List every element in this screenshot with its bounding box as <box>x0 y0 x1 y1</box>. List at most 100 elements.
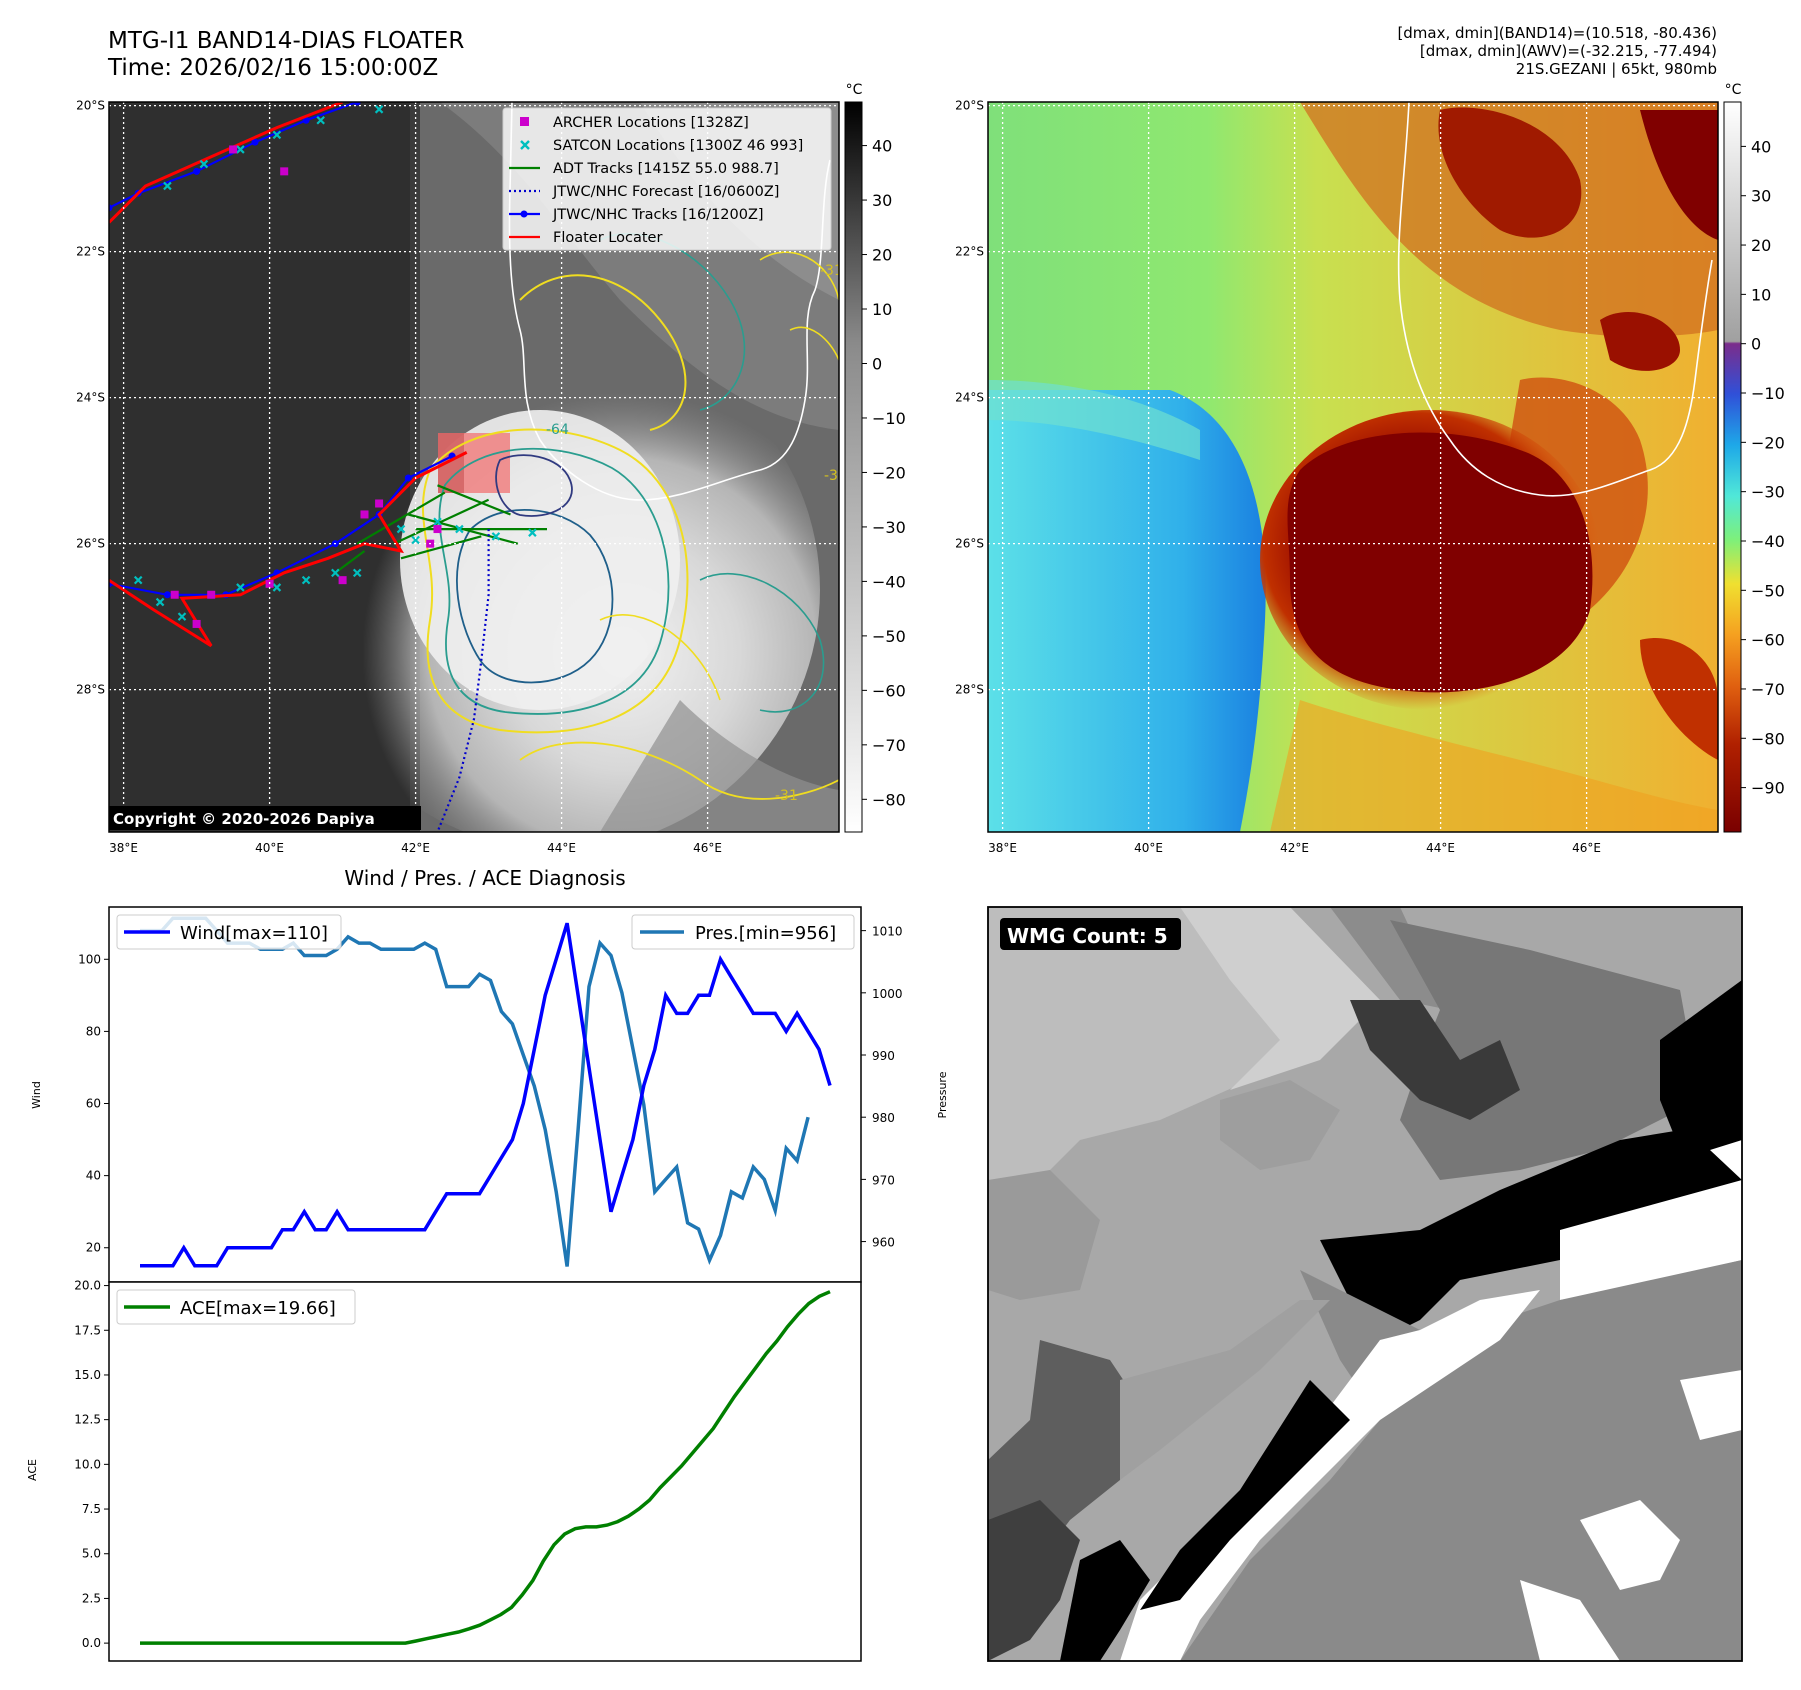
jtwc-track-point <box>353 102 361 106</box>
satcon-point <box>177 612 187 621</box>
wind-legend-label: Wind[max=110] <box>180 923 328 944</box>
wind-tick-label: 40 <box>86 1169 101 1183</box>
legend-dot-marker <box>520 210 528 218</box>
satcon-point <box>272 583 282 592</box>
floater-track-line <box>109 102 344 224</box>
awv-lon-label: 46°E <box>1572 841 1601 855</box>
satcon-point <box>199 159 209 169</box>
pressure-legend-label: Pres.[min=956] <box>695 923 836 944</box>
wind-plot-frame <box>108 906 862 1283</box>
ir-lon-label: 40°E <box>255 841 284 855</box>
ir-legend-box <box>502 107 832 251</box>
diagnosis-title: Wind / Pres. / ACE Diagnosis <box>344 866 625 890</box>
adt-track-segment <box>356 491 446 545</box>
ir-legend-label: Floater Locater <box>553 230 662 246</box>
ir-legend-label: JTWC/NHC Tracks [16/1200Z] <box>552 207 764 223</box>
jtwc-forecast-line <box>436 529 490 832</box>
ace-tick-label: 7.5 <box>82 1502 101 1516</box>
ir-axis-labels: 38°E 40°E 42°E 44°E 46°E 20°S 22°S 24°S 26°S 28°S <box>76 99 722 855</box>
ir-colorbar-ticks: 40 30 20 10 0 −10 −20 −30 −40 −50 −60 −70 −80 <box>862 137 906 809</box>
satcon-point <box>272 130 282 140</box>
awv-colorbar-tick-label: −10 <box>1751 384 1785 403</box>
pressure-legend-box <box>631 914 855 950</box>
title-line-1: MTG-I1 BAND14-DIAS FLOATER <box>108 28 465 54</box>
pressure-tick-label: 1010 <box>872 925 903 939</box>
satcon-point <box>236 145 245 154</box>
ir-colorbar-tick-label: −10 <box>872 409 906 428</box>
satcon-point <box>528 528 537 537</box>
ir-contour-label: -64 <box>546 422 569 438</box>
wind-legend-box <box>116 914 342 950</box>
ir-legend-label: SATCON Locations [1300Z 46 993] <box>553 138 803 154</box>
awv-lat-label: 24°S <box>955 391 984 405</box>
awv-colorbar <box>1723 101 1742 833</box>
awv-gridlines <box>988 102 1718 832</box>
ir-colorbar-tick-label: −60 <box>872 681 906 700</box>
awv-colorbar-tick-label: 20 <box>1751 236 1771 255</box>
ir-legend-entry: ADT Tracks [1415Z 55.0 988.7] <box>509 161 779 177</box>
ir-contour-label: -31 <box>824 468 847 484</box>
ace-tick-label: 5.0 <box>82 1547 101 1561</box>
ir-colorbar-tick-label: −20 <box>872 463 906 482</box>
ir-lon-label: 38°E <box>109 841 138 855</box>
ir-legend-entry: SATCON Locations [1300Z 46 993] <box>520 138 803 154</box>
wind-axis-ticks: 20 40 60 80 100 <box>78 952 109 1255</box>
ir-colorbar-tick-label: 20 <box>872 246 892 265</box>
satcon-point <box>236 583 245 592</box>
ir-lon-label: 44°E <box>547 841 576 855</box>
satcon-point <box>163 181 172 191</box>
ir-colorbar-tick-label: 40 <box>872 137 892 156</box>
satcon-point <box>316 115 325 125</box>
jtwc-track-point <box>251 138 259 146</box>
copyright-text: Copyright © 2020-2026 Dapiya <box>113 810 375 828</box>
jtwc-track-point <box>193 167 201 175</box>
archer-point <box>192 619 201 628</box>
ir-colorbar-tick-label: 30 <box>872 191 892 210</box>
archer-point <box>207 590 216 599</box>
ace-chart: 0.0 2.5 5.0 7.5 10.0 12.5 15.0 17.5 20.0 ACE ACE… <box>26 1279 862 1662</box>
awv-colorbar-tick-label: 30 <box>1751 187 1771 206</box>
ir-lat-label: 26°S <box>76 537 105 551</box>
ace-series-line <box>140 1290 831 1645</box>
pressure-legend: Pres.[min=956] <box>631 914 855 950</box>
ir-lon-label: 46°E <box>693 841 722 855</box>
pressure-tick-label: 960 <box>872 1236 895 1250</box>
awv-map-panel: 38°E 40°E 42°E 44°E 46°E 20°S 22°S 24°S 26°S 28°S… <box>955 82 1785 855</box>
archer-point <box>375 499 384 508</box>
archer-point <box>280 167 289 176</box>
ir-legend-entry: JTWC/NHC Forecast [16/0600Z] <box>509 184 779 200</box>
wind-tick-label: 100 <box>78 952 101 966</box>
awv-lon-label: 40°E <box>1134 841 1163 855</box>
ace-tick-label: 15.0 <box>74 1368 101 1382</box>
ace-legend-box <box>116 1289 356 1325</box>
pressure-tick-label: 980 <box>872 1111 895 1125</box>
ir-legend-entry: Floater Locater <box>509 230 662 246</box>
ir-colorbar-tick-label: −30 <box>872 518 906 537</box>
satcon-point <box>411 535 420 545</box>
adt-track-segment <box>393 498 490 545</box>
awv-colorbar-tick-label: 10 <box>1751 285 1771 304</box>
ace-legend: ACE[max=19.66] <box>116 1289 356 1325</box>
ir-legend-label: ARCHER Locations [1328Z] <box>553 115 749 131</box>
adt-track-segment <box>334 550 366 574</box>
pressure-tick-label: 1000 <box>872 987 903 1001</box>
satcon-point <box>301 575 311 585</box>
wind-ylabel: Wind <box>30 1081 43 1109</box>
pressure-tick-label: 970 <box>872 1173 895 1187</box>
storm-info: [dmax, dmin](BAND14)=(10.518, -80.436) [… <box>1397 24 1717 78</box>
archer-point <box>360 510 369 519</box>
awv-colorbar-tick-label: 40 <box>1751 137 1771 156</box>
ir-legend-entry: ARCHER Locations [1328Z] <box>520 115 749 131</box>
satcon-point <box>374 105 384 114</box>
ace-tick-label: 0.0 <box>82 1636 101 1650</box>
awv-colorbar-tick-label: −80 <box>1751 729 1785 748</box>
wind-tick-label: 80 <box>86 1024 101 1038</box>
ir-colorbar-tick-label: −40 <box>872 572 906 591</box>
ir-legend-label: ADT Tracks [1415Z 55.0 988.7] <box>553 161 779 177</box>
awv-colorbar-tick-label: −40 <box>1751 532 1785 551</box>
ace-legend-label: ACE[max=19.66] <box>180 1298 336 1319</box>
ace-plot-frame <box>108 1281 862 1662</box>
awv-colorbar-ticks: 40 30 20 10 0 −10 −20 −30 −40 −50 −60 −70 −80 −90 <box>1741 137 1785 798</box>
satcon-point <box>352 568 362 578</box>
